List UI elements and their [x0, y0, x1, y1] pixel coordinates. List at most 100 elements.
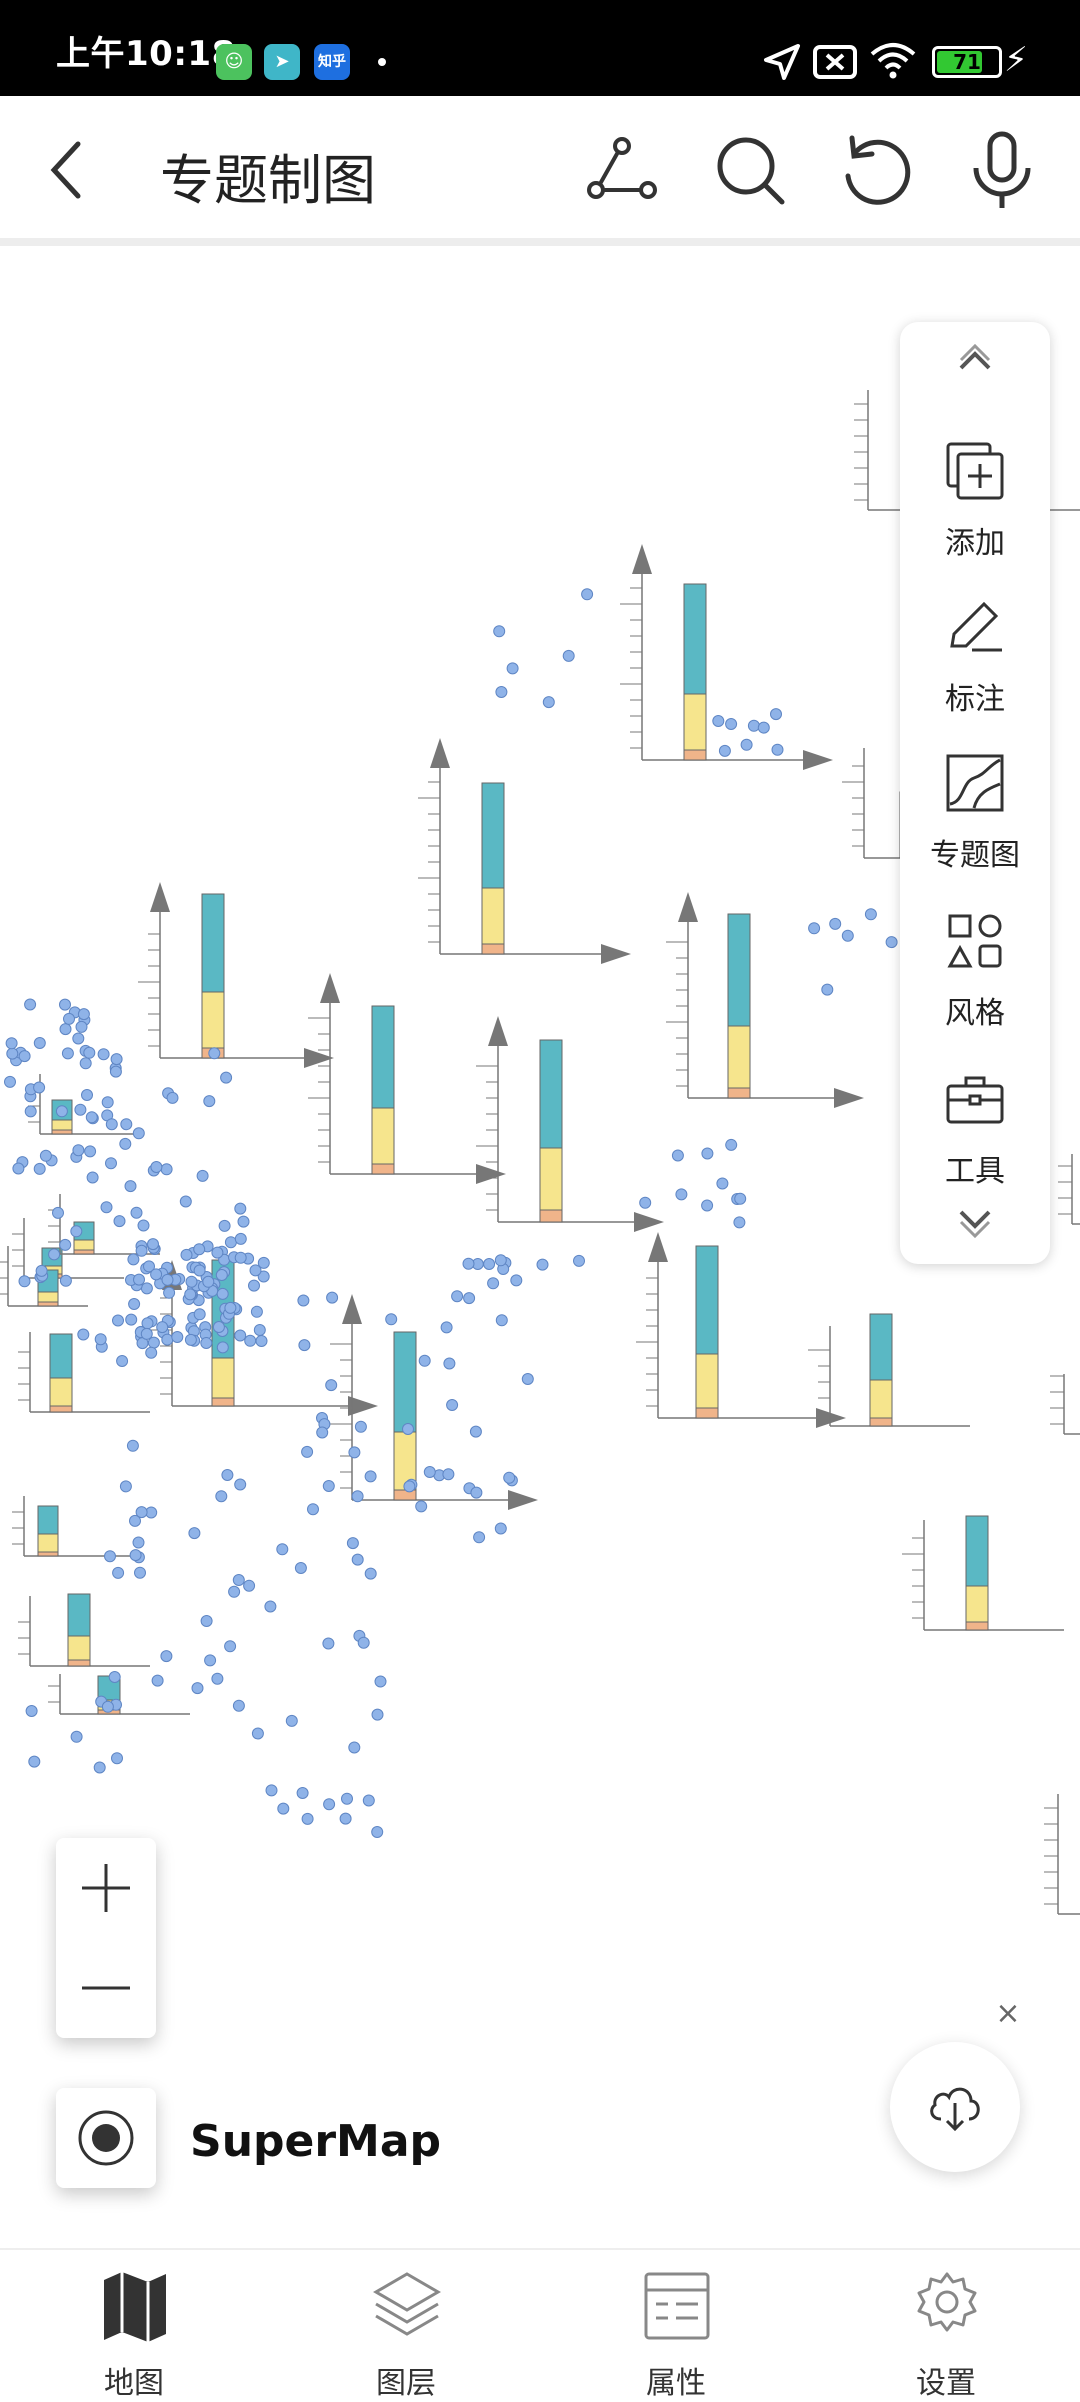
map-point: [493, 625, 506, 638]
map-point: [470, 1486, 483, 1499]
map-point: [257, 1256, 270, 1269]
chart-arrow-right: [304, 1048, 334, 1068]
page-title: 专题制图: [160, 149, 376, 212]
map-point: [216, 1287, 229, 1300]
map-point: [128, 1298, 141, 1310]
map-point: [77, 1328, 90, 1341]
undo-icon[interactable]: [834, 128, 918, 212]
nav-settings[interactable]: 设置: [856, 2250, 1036, 2402]
microphone-icon[interactable]: [960, 128, 1044, 212]
bar-segment-teal: [683, 583, 707, 695]
thematic-map-button[interactable]: 专题图: [900, 736, 1050, 886]
zoom-out-button[interactable]: [56, 1938, 156, 2038]
map-point: [48, 1248, 61, 1261]
map-point: [228, 1585, 241, 1598]
map-point: [249, 1264, 262, 1277]
bar-segment-teal: [869, 1313, 893, 1381]
chevron-up-icon[interactable]: [955, 344, 995, 374]
locate-button[interactable]: [56, 2088, 156, 2188]
map-point: [357, 1636, 370, 1649]
map-point: [119, 1137, 132, 1150]
bar-segment-yellow: [481, 887, 505, 945]
map-point: [220, 1071, 233, 1084]
map-point: [581, 588, 594, 601]
map-point: [160, 1163, 173, 1176]
battery-indicator: 71: [932, 46, 1002, 78]
map-point: [351, 1553, 364, 1566]
nav-layers[interactable]: 图层: [316, 2250, 496, 2402]
map-point: [150, 1268, 163, 1281]
search-icon[interactable]: [708, 128, 792, 212]
map-point: [734, 1192, 747, 1205]
map-point: [348, 1446, 361, 1459]
map-point: [675, 1188, 688, 1201]
map-point: [277, 1802, 290, 1815]
map-point: [250, 1305, 263, 1318]
map-point: [701, 1199, 714, 1212]
map-point: [483, 1258, 496, 1270]
status-bar: 上午10:18 ☺ ➤ 知乎 71 ⚡: [0, 0, 1080, 96]
map-point: [503, 1471, 516, 1484]
map-point: [469, 1425, 482, 1438]
map-point: [208, 1047, 221, 1060]
map-point: [203, 1095, 216, 1108]
map-point: [718, 744, 731, 757]
map-point: [52, 1206, 64, 1219]
close-icon[interactable]: ×: [995, 1996, 1021, 2031]
map-point: [573, 1254, 585, 1267]
style-button[interactable]: 风格: [900, 894, 1050, 1044]
map-point: [234, 1232, 247, 1245]
nav-map[interactable]: 地图: [44, 2250, 224, 2402]
map-point: [63, 1012, 75, 1025]
map-point: [224, 1301, 237, 1314]
map-point: [156, 1321, 169, 1334]
bar-segment-yellow: [869, 1379, 893, 1419]
bar-segment-orange: [481, 943, 505, 955]
add-button[interactable]: 添加: [900, 424, 1050, 574]
map-point: [521, 1373, 534, 1385]
map-point: [140, 1327, 153, 1340]
chevron-down-icon[interactable]: [955, 1208, 995, 1242]
map-point: [72, 1144, 85, 1157]
nav-attributes[interactable]: 属性: [586, 2250, 766, 2402]
map-point: [402, 1423, 414, 1435]
map-point: [126, 1439, 139, 1452]
map-point: [150, 1161, 163, 1173]
map-point: [316, 1426, 329, 1439]
tools-button[interactable]: 工具: [900, 1052, 1050, 1202]
route-icon[interactable]: [580, 128, 664, 212]
bar-segment-yellow: [965, 1585, 989, 1623]
map-point: [111, 1752, 123, 1765]
map-point: [4, 1075, 16, 1088]
chart-arrow-up: [430, 738, 450, 768]
nav-label: 设置: [916, 2366, 976, 2401]
map-point: [771, 743, 784, 756]
map-point: [59, 998, 71, 1011]
map-point: [143, 1260, 155, 1273]
chart-arrow-up: [488, 1016, 508, 1046]
nav-label: 地图: [104, 2366, 164, 2401]
map-point: [255, 1335, 268, 1347]
chart-arrow-right: [834, 1088, 864, 1108]
bar-segment-orange: [51, 1129, 73, 1135]
bar-segment-orange: [67, 1659, 91, 1667]
chart-arrow-up: [632, 544, 652, 574]
map-point: [257, 1270, 270, 1283]
map-point: [24, 998, 37, 1011]
map-point: [211, 1672, 224, 1685]
side-item-label: 工具: [945, 1154, 1005, 1189]
bar-segment-orange: [73, 1249, 95, 1255]
thematic-chart-layer[interactable]: [0, 254, 1080, 2246]
bar-segment-yellow: [539, 1147, 563, 1211]
map-point: [77, 1008, 90, 1021]
side-item-label: 添加: [945, 526, 1005, 561]
annotate-button[interactable]: 标注: [900, 580, 1050, 730]
bar-segment-yellow: [201, 991, 225, 1049]
map-point: [72, 1032, 85, 1045]
layers-icon: [373, 2272, 441, 2336]
back-icon[interactable]: [26, 128, 110, 212]
map-point: [6, 1047, 19, 1060]
cloud-download-button[interactable]: [890, 2042, 1020, 2172]
map-point: [18, 1275, 31, 1288]
zoom-in-button[interactable]: [56, 1838, 156, 1938]
